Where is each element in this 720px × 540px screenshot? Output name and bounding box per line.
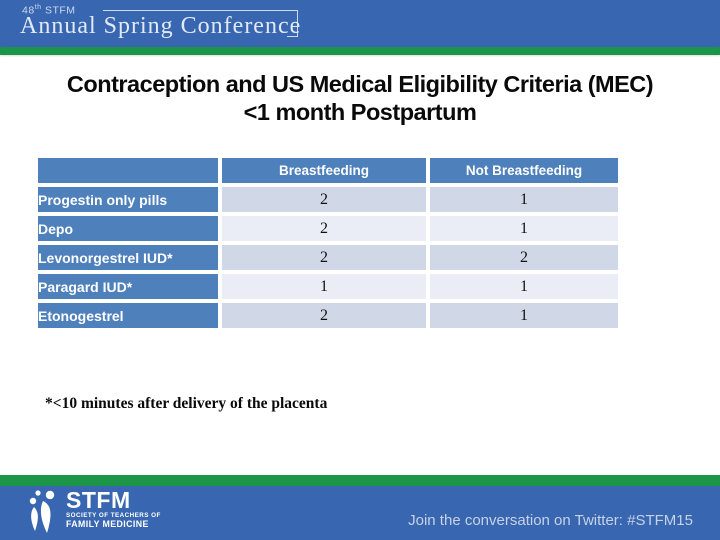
table-header-row: Breastfeeding Not Breastfeeding [38,158,618,183]
table-corner-cell [38,158,218,183]
conference-edition-label: 48th STFM [22,4,76,17]
bracket-line [103,10,298,37]
cell-value: 1 [430,274,618,299]
green-stripe-bottom [0,475,720,486]
stfm-logo-subtitle-1: SOCIETY OF TEACHERS OF [66,512,161,519]
table-row: Levonorgestrel IUD* 2 2 [38,245,618,270]
table-row: Progestin only pills 2 1 [38,187,618,212]
table-row: Paragard IUD* 1 1 [38,274,618,299]
row-label: Levonorgestrel IUD* [38,245,218,270]
row-label: Progestin only pills [38,187,218,212]
stfm-logo-text: STFM SOCIETY OF TEACHERS OF FAMILY MEDIC… [66,487,161,530]
cell-value: 2 [222,245,426,270]
twitter-hashtag-text: Join the conversation on Twitter: #STFM1… [408,512,693,529]
column-header-breastfeeding: Breastfeeding [222,158,426,183]
green-stripe-top [0,47,720,55]
conference-edition-number: 48 [22,4,35,17]
conference-edition-suffix: th [34,4,42,11]
cell-value: 2 [222,216,426,241]
cell-value: 1 [430,187,618,212]
cell-value: 2 [222,187,426,212]
row-label: Depo [38,216,218,241]
cell-value: 2 [430,245,618,270]
column-header-not-breastfeeding: Not Breastfeeding [430,158,618,183]
table-row: Depo 2 1 [38,216,618,241]
slide-title-line2: <1 month Postpartum [243,99,477,125]
cell-value: 1 [430,303,618,328]
footnote: *<10 minutes after delivery of the place… [45,395,328,412]
mec-table: Breastfeeding Not Breastfeeding Progesti… [34,154,622,332]
cell-value: 1 [430,216,618,241]
cell-value: 1 [222,274,426,299]
stfm-logo-acronym: STFM [66,487,131,513]
slide-title: Contraception and US Medical Eligibility… [0,70,720,126]
slide-title-line1: Contraception and US Medical Eligibility… [66,71,654,97]
stfm-logo-subtitle-2: FAMILY MEDICINE [66,519,149,529]
footer-banner: STFM SOCIETY OF TEACHERS OF FAMILY MEDIC… [0,486,720,540]
conference-org-abbrev: STFM [41,4,76,17]
row-label: Etonogestrel [38,303,218,328]
row-label: Paragard IUD* [38,274,218,299]
header-banner: 48th STFM Annual Spring Conference [0,0,720,47]
stfm-people-icon [29,490,55,533]
table-row: Etonogestrel 2 1 [38,303,618,328]
cell-value: 2 [222,303,426,328]
conference-name: Annual Spring Conference [20,13,302,39]
stfm-logo: STFM SOCIETY OF TEACHERS OF FAMILY MEDIC… [26,489,161,535]
